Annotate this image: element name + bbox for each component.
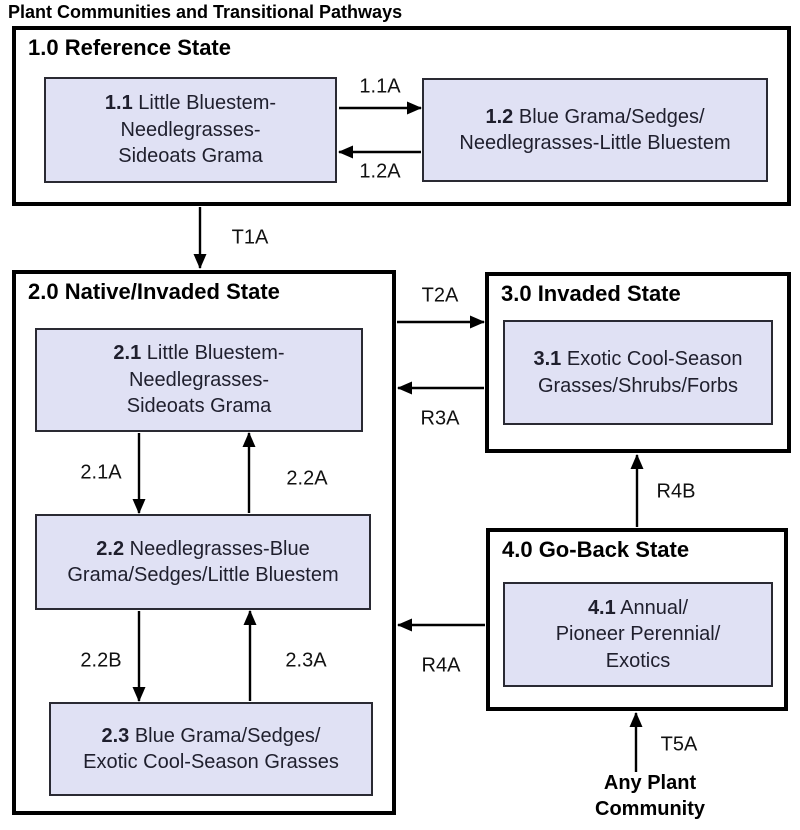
community-box-2-1: 2.1 Little Bluestem- Needlegrasses- Side…	[35, 328, 363, 432]
any-plant-community-label: Any Plant Community	[595, 772, 705, 820]
pathway-label-2-2b: 2.2B	[80, 649, 122, 672]
state-header-invaded: 3.0 Invaded State	[501, 281, 681, 306]
community-box-4-1: 4.1 Annual/ Pioneer Perennial/ Exotics	[503, 582, 773, 687]
community-number-2-2: 2.2	[96, 537, 125, 560]
community-box-3-1: 3.1 Exotic Cool-Season Grasses/Shrubs/Fo…	[503, 320, 773, 425]
pathway-label-r3a: R3A	[420, 407, 460, 430]
pathway-label-r4b: R4B	[656, 480, 696, 503]
community-box-2-2: 2.2 Needlegrasses-Blue Grama/Sedges/Litt…	[35, 514, 371, 610]
community-text-4-1: 4.1 Annual/ Pioneer Perennial/ Exotics	[556, 595, 721, 674]
community-text-1-1: 1.1 Little Bluestem- Needlegrasses- Side…	[105, 90, 276, 169]
community-text-1-2: 1.2 Blue Grama/Sedges/ Needlegrasses-Lit…	[459, 104, 730, 157]
pathway-label-r4a: R4A	[421, 654, 461, 677]
community-text-2-1: 2.1 Little Bluestem- Needlegrasses- Side…	[113, 340, 284, 419]
community-number-2-3: 2.3	[101, 724, 130, 747]
community-box-1-1: 1.1 Little Bluestem- Needlegrasses- Side…	[44, 77, 337, 183]
pathway-label-t5a: T5A	[660, 733, 698, 756]
pathway-label-t2a: T2A	[421, 284, 459, 307]
community-name-2-2: Needlegrasses-Blue Grama/Sedges/Little B…	[67, 537, 339, 586]
pathway-label-2-2a: 2.2A	[286, 467, 328, 490]
community-number-1-2: 1.2	[485, 105, 514, 128]
state-header-go-back: 4.0 Go-Back State	[502, 537, 690, 562]
diagram-title: Plant Communities and Transitional Pathw…	[8, 2, 403, 22]
community-text-2-2: 2.2 Needlegrasses-Blue Grama/Sedges/Litt…	[67, 536, 338, 589]
community-box-1-2: 1.2 Blue Grama/Sedges/ Needlegrasses-Lit…	[422, 78, 768, 182]
community-number-4-1: 4.1	[587, 596, 616, 619]
community-name-4-1: Annual/ Pioneer Perennial/ Exotics	[555, 596, 721, 672]
pathway-label-t1a: T1A	[231, 226, 269, 249]
community-number-1-1: 1.1	[104, 92, 133, 115]
pathway-label-2-1a: 2.1A	[80, 461, 122, 484]
community-number-3-1: 3.1	[533, 348, 562, 371]
pathway-label-1-1a: 1.1A	[359, 75, 401, 98]
community-name-2-1: Little Bluestem- Needlegrasses- Sideoats…	[126, 342, 285, 418]
community-name-2-3: Blue Grama/Sedges/ Exotic Cool-Season Gr…	[83, 724, 339, 773]
state-header-reference: 1.0 Reference State	[28, 35, 231, 60]
state-header-native-invaded: 2.0 Native/Invaded State	[28, 279, 280, 304]
community-name-1-1: Little Bluestem- Needlegrasses- Sideoats…	[118, 92, 277, 168]
community-text-2-3: 2.3 Blue Grama/Sedges/ Exotic Cool-Seaso…	[83, 723, 339, 776]
pathway-label-2-3a: 2.3A	[285, 649, 327, 672]
community-box-2-3: 2.3 Blue Grama/Sedges/ Exotic Cool-Seaso…	[49, 702, 373, 796]
pathway-label-1-2a: 1.2A	[359, 160, 401, 183]
community-name-3-1: Exotic Cool-Season Grasses/Shrubs/Forbs	[537, 348, 743, 397]
community-text-3-1: 3.1 Exotic Cool-Season Grasses/Shrubs/Fo…	[533, 346, 742, 399]
community-name-1-2: Blue Grama/Sedges/ Needlegrasses-Little …	[459, 105, 731, 154]
community-number-2-1: 2.1	[113, 342, 142, 365]
